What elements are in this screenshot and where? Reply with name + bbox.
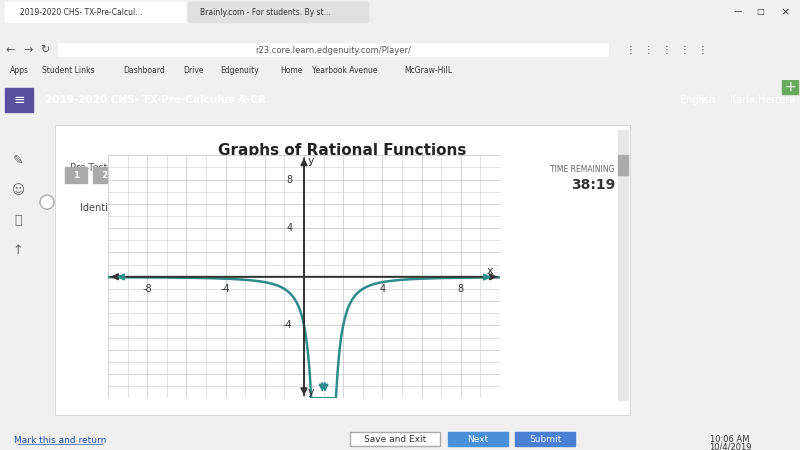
- Bar: [289, 167, 311, 183]
- Text: ↑: ↑: [13, 243, 23, 256]
- Text: 10:06 AM: 10:06 AM: [710, 435, 750, 444]
- Bar: [55, 125, 630, 415]
- Text: Drive: Drive: [183, 66, 203, 75]
- Text: 2019-2020 CHS- TX-Pre-Calculus A-CR: 2019-2020 CHS- TX-Pre-Calculus A-CR: [45, 95, 266, 105]
- Text: 7: 7: [241, 171, 247, 180]
- Bar: [448, 432, 508, 446]
- Bar: [317, 167, 339, 183]
- Text: ⋮: ⋮: [679, 45, 689, 55]
- Text: 6: 6: [213, 171, 219, 180]
- Bar: [618, 130, 628, 400]
- Bar: [782, 80, 798, 94]
- Text: ⋮: ⋮: [625, 45, 635, 55]
- Text: r23.core.learn.edgenuity.com/Player/: r23.core.learn.edgenuity.com/Player/: [255, 46, 411, 55]
- Bar: [58, 43, 608, 56]
- Text: 📋: 📋: [14, 214, 22, 227]
- Text: -4: -4: [282, 320, 292, 330]
- Text: 8: 8: [269, 171, 275, 180]
- Bar: [5, 2, 185, 22]
- Text: Graphs of Rational Functions: Graphs of Rational Functions: [218, 143, 466, 158]
- Text: y: y: [307, 156, 314, 166]
- Text: 1: 1: [73, 171, 79, 180]
- Text: -8: -8: [142, 284, 152, 294]
- Text: 4: 4: [157, 171, 163, 180]
- Text: y: y: [307, 387, 314, 397]
- Text: ⋮: ⋮: [661, 45, 671, 55]
- Text: 2: 2: [101, 171, 107, 180]
- Text: ✎: ✎: [13, 153, 23, 166]
- Bar: [261, 167, 283, 183]
- Text: ↻: ↻: [40, 45, 50, 55]
- Text: Home: Home: [280, 66, 302, 75]
- Text: -4: -4: [221, 284, 230, 294]
- Bar: [205, 167, 227, 183]
- Text: ×: ×: [780, 7, 790, 17]
- Text: 38:19: 38:19: [570, 178, 615, 192]
- Text: McGraw-HiIL: McGraw-HiIL: [405, 66, 453, 75]
- Text: Dashboard: Dashboard: [123, 66, 166, 75]
- Text: English: English: [680, 95, 715, 105]
- Bar: [350, 432, 440, 446]
- Bar: [177, 167, 199, 183]
- Text: 8: 8: [458, 284, 464, 294]
- Text: 5: 5: [185, 171, 191, 180]
- Text: Pre-Test: Pre-Test: [70, 163, 107, 173]
- Text: ≡: ≡: [13, 93, 25, 107]
- Text: x: x: [487, 266, 494, 276]
- Text: ⋮: ⋮: [697, 45, 707, 55]
- Text: Edgenuity: Edgenuity: [221, 66, 259, 75]
- Text: 4: 4: [286, 223, 292, 233]
- Text: Identify the graph of a rational function that is decreasing on the interval (–5: Identify the graph of a rational functio…: [80, 203, 476, 213]
- Bar: [65, 167, 87, 183]
- Text: Karla Herrera: Karla Herrera: [730, 95, 795, 105]
- Bar: [149, 167, 171, 183]
- Text: Mark this and return: Mark this and return: [14, 436, 106, 445]
- Text: ☺: ☺: [11, 184, 25, 197]
- Text: Yearbook Avenue: Yearbook Avenue: [312, 66, 378, 75]
- Text: Active: Active: [120, 163, 150, 173]
- Text: Brainly.com - For students. By st...: Brainly.com - For students. By st...: [200, 8, 330, 17]
- Text: 10/4/2019: 10/4/2019: [709, 442, 751, 450]
- Text: 2019-2020 CHS- TX-Pre-Calcul...: 2019-2020 CHS- TX-Pre-Calcul...: [20, 8, 142, 17]
- Text: 9: 9: [297, 171, 303, 180]
- Text: 8: 8: [286, 175, 292, 184]
- Bar: [93, 167, 115, 183]
- Text: Apps: Apps: [10, 66, 29, 75]
- Text: Submit: Submit: [529, 435, 561, 444]
- Text: TIME REMAINING: TIME REMAINING: [550, 165, 615, 174]
- Text: Save and Exit: Save and Exit: [364, 435, 426, 444]
- Text: ▼: ▼: [700, 96, 706, 105]
- Bar: [188, 2, 368, 22]
- Bar: [5, 88, 33, 112]
- Bar: [515, 432, 575, 446]
- Circle shape: [40, 195, 54, 209]
- Text: →: →: [23, 45, 33, 55]
- Bar: [618, 155, 628, 175]
- Text: □: □: [756, 7, 764, 16]
- Text: Student Links: Student Links: [42, 66, 94, 75]
- Text: 3: 3: [129, 171, 135, 180]
- Text: +: +: [784, 80, 796, 94]
- Text: 4: 4: [379, 284, 386, 294]
- Bar: [233, 167, 255, 183]
- Text: Next: Next: [467, 435, 489, 444]
- Text: ←: ←: [6, 45, 14, 55]
- Text: 10: 10: [322, 171, 334, 180]
- Text: ⋮: ⋮: [643, 45, 653, 55]
- Text: —: —: [734, 7, 742, 16]
- Bar: [121, 167, 143, 183]
